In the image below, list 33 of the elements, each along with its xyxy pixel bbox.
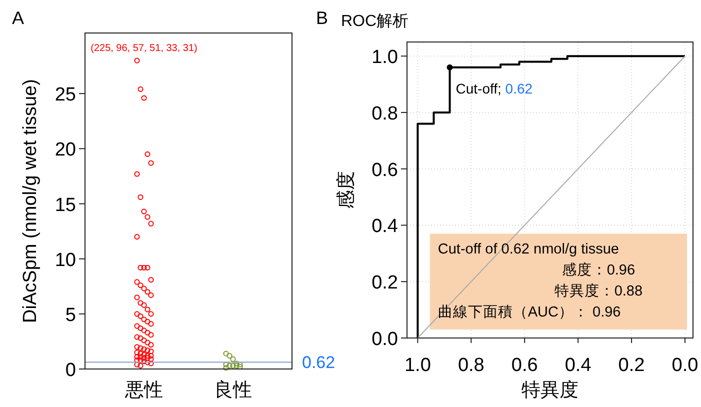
- y-tick-label: 0: [65, 360, 76, 381]
- x-axis-title: 特異度: [522, 379, 578, 401]
- chart-title: B: [316, 8, 328, 28]
- y-tick-label: 10: [54, 250, 76, 271]
- annotation: Cut-off; 0.62: [456, 80, 533, 96]
- y-tick-label: 15: [54, 194, 76, 216]
- x-tick-label: 0.6: [511, 355, 538, 376]
- y-tick-label: 0.2: [372, 272, 398, 294]
- y-tick-label: 0.0: [372, 329, 398, 350]
- y-axis-title: 感度: [335, 171, 357, 209]
- annotation: 曲線下面積（AUC）： 0.96: [438, 304, 621, 321]
- annotation: Cut-off of 0.62 nmol/g tissue: [438, 242, 619, 258]
- x-tick-label: 悪性: [124, 380, 163, 401]
- y-tick-label: 25: [54, 84, 76, 106]
- y-tick-label: 5: [65, 304, 76, 326]
- x-tick-label: 0.2: [618, 355, 645, 376]
- chart-title: A: [12, 8, 24, 28]
- annotation: 特異度：0.88: [554, 282, 643, 300]
- y-tick-label: 20: [54, 140, 76, 161]
- x-tick-label: 良性: [214, 379, 252, 401]
- ref-line-label: 0.62: [302, 353, 336, 372]
- annotation: (225, 96, 57, 51, 33, 31): [90, 43, 198, 54]
- chart-subtitle: ROC解析: [341, 13, 409, 30]
- x-tick-label: 0.0: [672, 355, 698, 376]
- x-tick-label: 0.4: [564, 355, 592, 376]
- annotation: 感度：0.96: [562, 262, 636, 279]
- y-tick-label: 0.6: [372, 160, 398, 181]
- y-tick-label: 0.8: [372, 103, 398, 124]
- x-tick-label: 1.0: [404, 355, 431, 376]
- y-axis-title: DiAcSpm (nmol/g wet tissue): [20, 79, 41, 323]
- x-tick-label: 0.8: [458, 355, 484, 376]
- y-tick-label: 0.4: [372, 216, 398, 238]
- y-tick-label: 1.0: [372, 47, 398, 68]
